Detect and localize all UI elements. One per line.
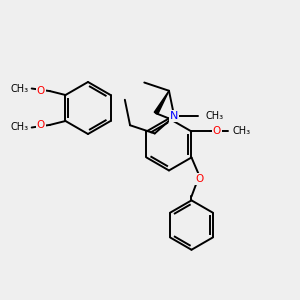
Text: O: O [195,174,203,184]
Text: CH₃: CH₃ [11,122,29,133]
Text: O: O [213,127,221,136]
Text: O: O [37,120,45,130]
Text: N: N [170,111,178,121]
Text: CH₃: CH₃ [206,111,224,121]
Text: CH₃: CH₃ [11,83,29,94]
Polygon shape [154,91,169,114]
Text: CH₃: CH₃ [233,127,251,136]
Text: O: O [37,86,45,96]
